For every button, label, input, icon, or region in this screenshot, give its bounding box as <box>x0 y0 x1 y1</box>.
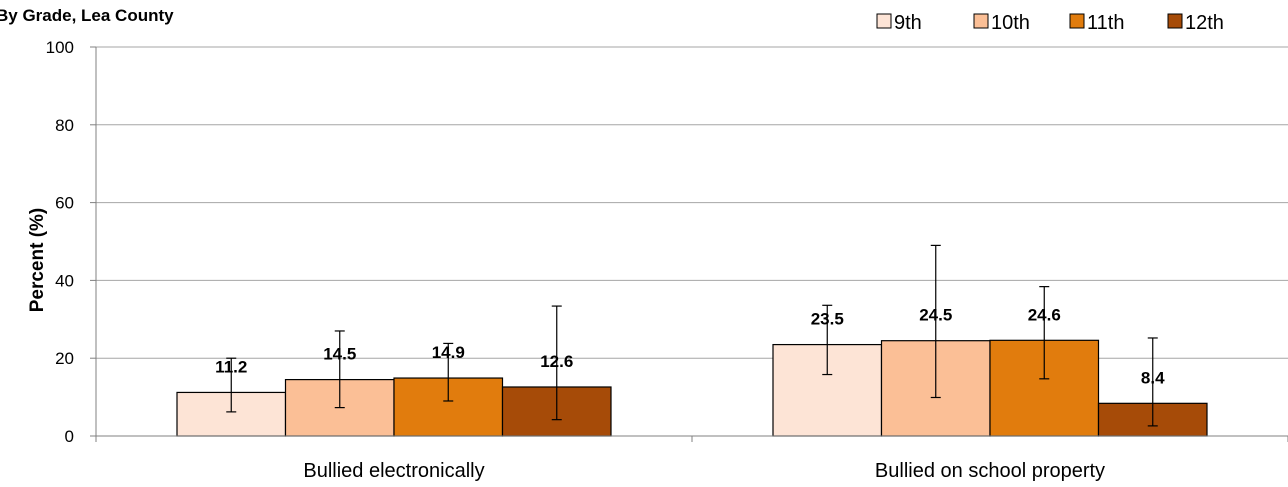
data-label: 8.4 <box>1141 368 1165 387</box>
legend-label: 12th <box>1185 12 1224 34</box>
data-label: 14.5 <box>323 345 356 364</box>
legend-swatch <box>876 13 892 29</box>
legend-label: 9th <box>894 12 922 34</box>
y-tick-label: 40 <box>55 271 74 290</box>
data-label: 24.6 <box>1028 305 1061 324</box>
y-tick-label: 0 <box>65 427 74 446</box>
category-label: Bullied on school property <box>875 460 1105 482</box>
bar-series <box>176 339 1208 437</box>
y-tick-label: 80 <box>55 116 74 135</box>
axes <box>95 47 1288 442</box>
chart-title: By Grade, Lea County <box>0 6 174 25</box>
y-tick-label: 20 <box>55 349 74 368</box>
category-labels: Bullied electronically Bullied on school … <box>303 460 1105 482</box>
data-label: 14.9 <box>432 343 465 362</box>
legend-label: 10th <box>991 12 1030 34</box>
y-axis-label: Percent (%) <box>27 208 48 313</box>
legend: 9th 10th 11th 12th <box>876 12 1224 34</box>
gridlines <box>96 46 1288 359</box>
data-label: 11.2 <box>215 357 247 376</box>
y-tick-label: 100 <box>46 38 74 57</box>
y-axis-ticks: 0 20 40 60 80 100 <box>46 38 96 446</box>
data-labels: 11.2 14.5 14.9 12.6 23.5 24.5 24.6 8.4 <box>215 305 1165 387</box>
data-label: 24.5 <box>919 306 952 325</box>
y-tick-label: 60 <box>55 194 74 213</box>
data-label: 12.6 <box>540 352 573 371</box>
category-label: Bullied electronically <box>303 460 484 482</box>
legend-label: 11th <box>1087 12 1124 34</box>
legend-swatch <box>1167 13 1183 29</box>
legend-swatch <box>1069 13 1085 29</box>
data-label: 23.5 <box>811 310 844 329</box>
error-bars <box>226 244 1158 427</box>
legend-swatch <box>973 13 989 29</box>
